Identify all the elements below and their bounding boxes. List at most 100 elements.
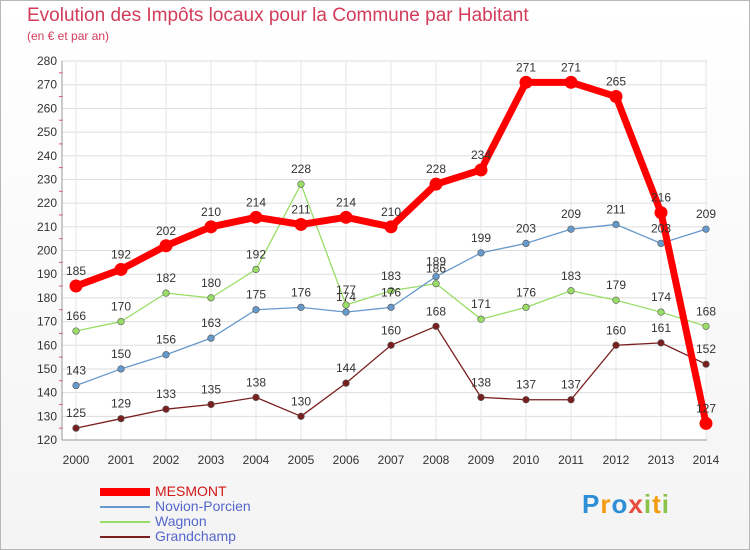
data-point	[72, 381, 80, 390]
y-tick-label: 200	[37, 244, 57, 258]
data-label: 176	[381, 285, 401, 299]
data-label: 211	[291, 202, 310, 216]
data-point	[342, 379, 350, 387]
data-point	[342, 301, 350, 309]
y-tick-label: 280	[37, 54, 57, 68]
data-label: 186	[426, 262, 446, 276]
data-point	[429, 177, 443, 191]
data-label: 209	[696, 207, 716, 221]
data-label: 161	[651, 321, 671, 335]
data-point	[297, 412, 305, 420]
data-label: 170	[111, 300, 131, 314]
x-tick-label: 2009	[468, 453, 495, 467]
data-point	[432, 280, 440, 288]
data-point	[477, 393, 485, 401]
data-label: 214	[246, 195, 266, 209]
x-tick-label: 2014	[693, 453, 720, 467]
data-point	[72, 424, 80, 432]
data-label: 127	[696, 401, 716, 415]
x-tick-label: 2008	[423, 453, 450, 467]
data-point	[702, 360, 710, 368]
data-label: 160	[381, 323, 401, 337]
data-label: 171	[471, 297, 491, 311]
data-label: 150	[111, 347, 131, 361]
chart-title: Evolution des Impôts locaux pour la Comm…	[27, 5, 529, 26]
data-label: 175	[246, 288, 266, 302]
data-point	[699, 416, 713, 430]
data-label: 160	[606, 323, 626, 337]
data-label: 199	[471, 231, 491, 245]
data-label: 144	[336, 361, 356, 375]
data-label: 166	[66, 309, 86, 323]
data-label: 271	[561, 60, 581, 74]
data-point	[384, 220, 398, 234]
data-label: 180	[201, 276, 221, 290]
data-point	[432, 272, 440, 281]
y-tick-label: 250	[37, 125, 57, 139]
y-tick-label: 220	[37, 196, 57, 210]
proxiti-logo: Proxiti	[582, 489, 670, 520]
data-point	[339, 210, 353, 224]
data-label: 156	[156, 333, 176, 347]
data-point	[522, 303, 530, 311]
data-point	[612, 220, 620, 229]
y-tick-label: 210	[37, 220, 57, 234]
data-label: 265	[606, 75, 626, 89]
axes: 120 130 140 150 160 170 180 190 200 210 220 230 240 2…	[37, 54, 720, 467]
data-point	[522, 239, 530, 247]
data-label: 152	[696, 342, 716, 356]
data-label: 182	[156, 271, 176, 285]
data-point	[519, 75, 533, 89]
data-point	[297, 303, 305, 311]
data-label: 174	[651, 290, 671, 304]
data-label: 192	[246, 247, 266, 261]
x-tick-label: 2002	[153, 453, 180, 467]
y-tick-label: 260	[37, 101, 57, 115]
data-label: 183	[381, 269, 401, 283]
logo-letter: r	[600, 489, 612, 519]
data-label: 192	[111, 247, 131, 261]
data-label: 125	[66, 406, 86, 420]
y-tick-label: 190	[37, 267, 57, 281]
x-tick-label: 2003	[198, 453, 225, 467]
data-label: 183	[561, 269, 581, 283]
data-label: 228	[291, 162, 311, 176]
data-point	[657, 239, 665, 247]
data-label: 135	[201, 382, 221, 396]
data-point	[702, 225, 710, 233]
data-label: 143	[66, 364, 86, 378]
data-point	[567, 396, 575, 404]
x-tick-label: 2001	[108, 453, 135, 467]
y-tick-label: 150	[37, 362, 57, 376]
y-tick-label: 240	[37, 149, 57, 163]
data-label: 211	[606, 202, 625, 216]
data-point	[477, 315, 485, 323]
y-tick-label: 120	[37, 433, 57, 447]
y-tick-label: 130	[37, 409, 57, 423]
data-point	[567, 225, 575, 233]
data-point	[117, 365, 125, 373]
data-label: 130	[291, 394, 311, 408]
data-point	[654, 206, 668, 220]
legend-label: Wagnon	[155, 513, 207, 529]
x-tick-label: 2004	[243, 453, 270, 467]
data-label: 210	[381, 205, 401, 219]
data-point	[564, 75, 578, 89]
data-point	[612, 296, 620, 304]
logo-letter: x	[628, 489, 644, 519]
data-label: 176	[516, 285, 536, 299]
data-label: 214	[336, 195, 356, 209]
data-point	[567, 287, 575, 295]
y-tick-label: 160	[37, 338, 57, 352]
legend-swatch	[100, 536, 150, 538]
x-tick-label: 2006	[333, 453, 360, 467]
data-point	[162, 289, 170, 297]
data-point	[294, 217, 308, 231]
data-point	[207, 294, 215, 302]
data-point	[159, 239, 173, 253]
y-tick-label: 230	[37, 172, 57, 186]
data-point	[387, 303, 395, 311]
data-label: 133	[156, 387, 176, 401]
data-label: 138	[246, 375, 266, 389]
